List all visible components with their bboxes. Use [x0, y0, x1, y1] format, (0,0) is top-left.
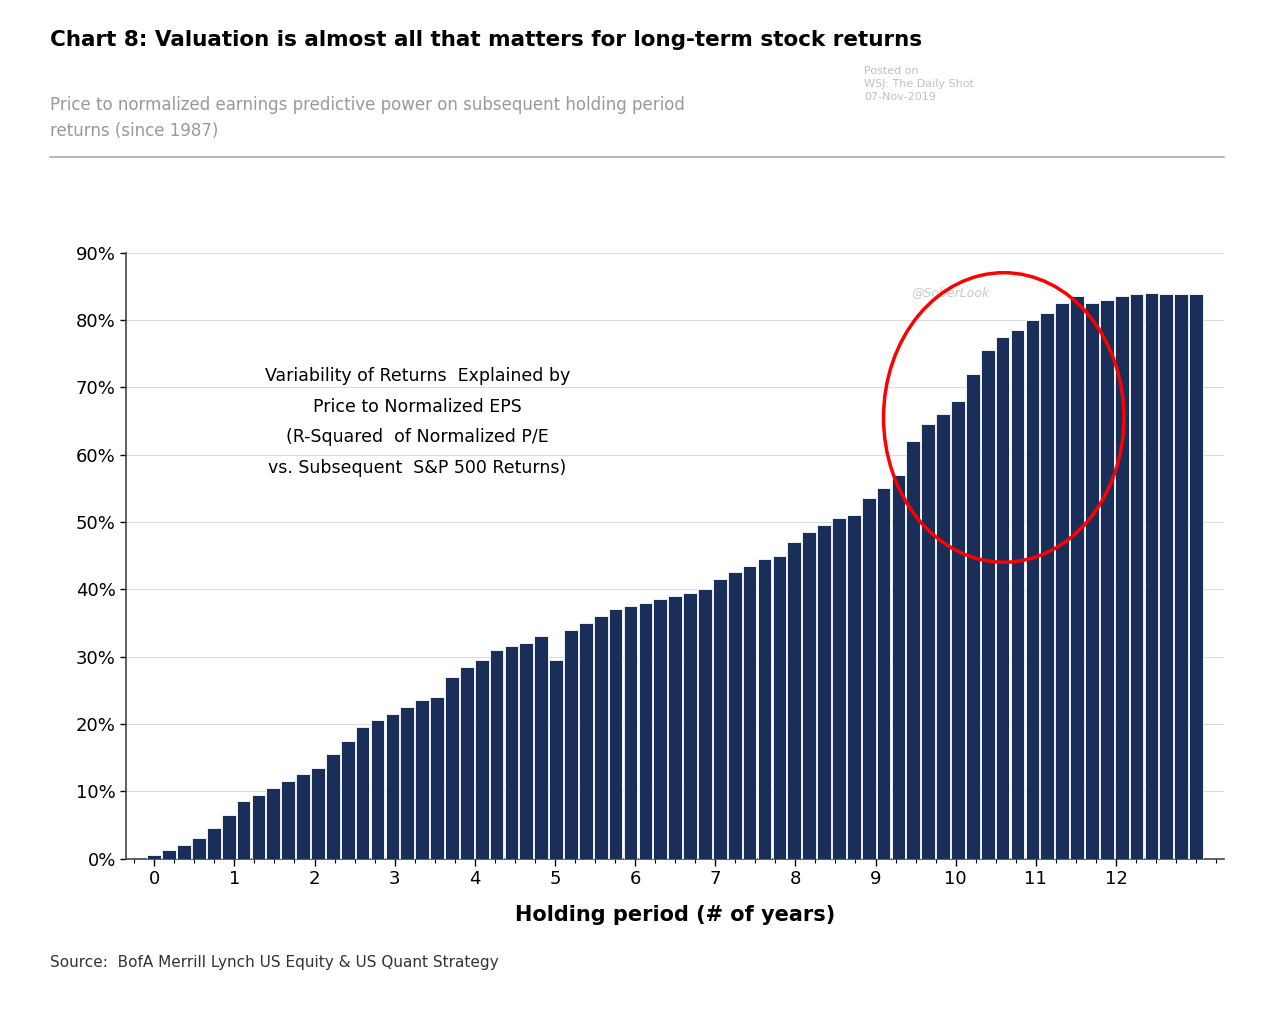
Bar: [981, 350, 994, 858]
Bar: [1189, 294, 1203, 858]
Bar: [683, 593, 697, 858]
Bar: [623, 606, 637, 858]
Bar: [297, 775, 310, 858]
Bar: [445, 677, 459, 858]
Bar: [713, 579, 727, 858]
Bar: [459, 667, 473, 858]
Bar: [341, 740, 355, 858]
Bar: [415, 700, 429, 858]
Bar: [921, 424, 935, 858]
Bar: [1085, 303, 1099, 858]
Bar: [594, 616, 607, 858]
Bar: [847, 515, 861, 858]
Bar: [1055, 303, 1069, 858]
Bar: [952, 401, 965, 858]
Text: Variability of Returns  Explained by
Price to Normalized EPS
(R-Squared  of Norm: Variability of Returns Explained by Pric…: [265, 368, 569, 477]
Text: Price to normalized earnings predictive power on subsequent holding period
retur: Price to normalized earnings predictive …: [50, 96, 685, 139]
Bar: [906, 441, 920, 858]
Bar: [891, 475, 905, 858]
Bar: [743, 566, 756, 858]
Bar: [1114, 296, 1128, 858]
Bar: [222, 815, 236, 858]
Bar: [728, 573, 742, 858]
Bar: [862, 498, 876, 858]
Bar: [371, 720, 385, 858]
Bar: [385, 714, 399, 858]
Bar: [669, 596, 681, 858]
Bar: [400, 707, 414, 858]
Bar: [549, 660, 563, 858]
Bar: [698, 589, 712, 858]
Bar: [326, 754, 339, 858]
Bar: [1100, 300, 1113, 858]
Bar: [564, 629, 578, 858]
Bar: [505, 646, 519, 858]
Bar: [237, 801, 250, 858]
Bar: [877, 488, 891, 858]
Bar: [148, 855, 162, 858]
Bar: [1129, 294, 1143, 858]
Bar: [475, 660, 488, 858]
Bar: [534, 636, 548, 858]
Text: Chart 8: Valuation is almost all that matters for long-term stock returns: Chart 8: Valuation is almost all that ma…: [50, 30, 923, 50]
Bar: [818, 525, 830, 858]
Bar: [356, 727, 370, 858]
Text: Source:  BofA Merrill Lynch US Equity & US Quant Strategy: Source: BofA Merrill Lynch US Equity & U…: [50, 954, 498, 970]
Bar: [772, 556, 786, 858]
Bar: [1026, 320, 1039, 858]
Bar: [1175, 294, 1188, 858]
Bar: [251, 795, 265, 858]
Bar: [757, 559, 771, 858]
Bar: [579, 623, 593, 858]
Bar: [312, 768, 324, 858]
Bar: [787, 542, 801, 858]
Bar: [832, 518, 846, 858]
Bar: [520, 643, 533, 858]
Bar: [1160, 294, 1174, 858]
Bar: [281, 781, 295, 858]
Bar: [430, 697, 444, 858]
Bar: [1040, 313, 1054, 859]
Bar: [266, 788, 280, 858]
Bar: [803, 532, 817, 858]
X-axis label: Holding period (# of years): Holding period (# of years): [515, 905, 835, 925]
Bar: [654, 599, 668, 858]
Bar: [192, 838, 206, 858]
Bar: [1070, 296, 1084, 858]
Bar: [163, 850, 175, 858]
Text: Posted on
WSJ: The Daily Shot
07-Nov-2019: Posted on WSJ: The Daily Shot 07-Nov-201…: [864, 66, 974, 102]
Bar: [1011, 330, 1025, 858]
Bar: [608, 609, 622, 858]
Bar: [936, 414, 950, 858]
Bar: [177, 845, 191, 858]
Bar: [490, 649, 504, 858]
Text: @SoberLook: @SoberLook: [911, 286, 989, 299]
Bar: [639, 603, 652, 858]
Bar: [1145, 293, 1159, 858]
Bar: [996, 336, 1010, 858]
Bar: [207, 828, 221, 858]
Bar: [965, 374, 979, 858]
